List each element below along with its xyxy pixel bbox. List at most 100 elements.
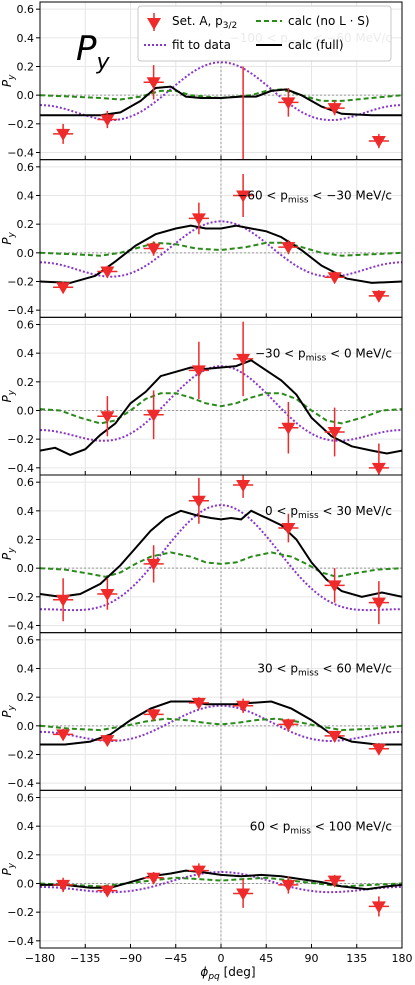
- y-tick-label: 0.0: [17, 247, 35, 260]
- y-axis-label-main: P: [0, 237, 14, 245]
- data-point-marker: [236, 190, 251, 203]
- data-point: [143, 390, 164, 440]
- data-point: [233, 174, 254, 217]
- fit-curve: [40, 870, 402, 894]
- panel-2: −0.4 −0.2 0.0 0.2 0.4 0.6 Py −60 < pmiss < −30 …: [0, 159, 403, 318]
- y-axis-label: Py: [0, 862, 17, 875]
- big-label-main: P: [76, 29, 97, 69]
- panel-range-label-sub: miss: [288, 196, 309, 206]
- y-axis-label: Py: [0, 389, 17, 402]
- legend-entry-fit: fit to data: [144, 38, 231, 52]
- data-point-marker: [281, 422, 296, 435]
- data-point: [233, 475, 254, 498]
- y-tick-label: 0.2: [17, 61, 35, 74]
- panel-plot-area: [40, 174, 402, 303]
- panel-plot-area: [40, 475, 402, 625]
- data-point-marker: [371, 136, 386, 149]
- fit-curve: [40, 220, 402, 278]
- data-point: [143, 241, 164, 256]
- panels-group: −0.4−0.20.00.20.40.6Py−100 < pmiss < −60…: [0, 1, 413, 965]
- data-point: [368, 743, 389, 756]
- big-py-label: Py: [76, 29, 111, 75]
- fit-curve: [40, 61, 402, 122]
- panel-range-label-start: −30 < p: [255, 346, 306, 360]
- data-point: [233, 698, 254, 713]
- data-point-marker: [327, 272, 342, 285]
- legend-full-label: calc (full): [288, 38, 344, 52]
- x-tick-label: 0: [218, 952, 225, 965]
- y-tick-label: 0.0: [17, 878, 35, 891]
- data-point-marker: [100, 411, 115, 424]
- data-point: [188, 341, 209, 400]
- data-point: [324, 874, 345, 888]
- y-axis-label-main: P: [0, 867, 14, 875]
- y-tick-label: −0.2: [7, 749, 34, 762]
- panel-range-label-end: < 0 MeV/c: [326, 346, 392, 360]
- y-tick-label: 0.4: [17, 32, 35, 45]
- data-point: [97, 110, 118, 129]
- data-point: [53, 728, 74, 742]
- data-point-marker: [191, 865, 206, 878]
- panel-3: −0.4 −0.2 0.0 0.2 0.4 0.6 Py −30 < pmiss < 0 Me…: [0, 316, 403, 509]
- data-point-marker: [327, 875, 342, 888]
- panel-range-label: 30 < pmiss < 60 MeV/c: [257, 662, 392, 679]
- panel-range-label: −60 < pmiss < −30 MeV/c: [237, 189, 392, 206]
- x-axis-title-unit: [deg]: [220, 965, 256, 979]
- calc-no-ls-curve: [40, 876, 402, 888]
- legend-entry-data: Set. A, p3/2: [147, 13, 237, 31]
- y-tick-label: −0.4: [7, 935, 34, 948]
- calc-no-ls-curve: [40, 392, 402, 425]
- panel-plot-area: [40, 61, 402, 160]
- y-tick-label: −0.2: [7, 118, 34, 131]
- data-point-marker: [281, 523, 296, 536]
- y-axis-label-sub: y: [7, 862, 17, 869]
- data-point-marker: [191, 213, 206, 226]
- data-point: [368, 290, 389, 303]
- data-point: [233, 321, 254, 397]
- data-point-marker: [236, 480, 251, 493]
- y-axis-label-sub: y: [7, 547, 17, 554]
- y-axis-label-sub: y: [7, 389, 17, 396]
- data-point: [188, 202, 209, 235]
- y-axis-label-sub: y: [7, 74, 17, 81]
- data-point: [324, 271, 345, 285]
- legend-data-marker: [147, 18, 161, 30]
- data-point: [278, 718, 299, 732]
- data-point: [233, 879, 254, 908]
- data-point-marker: [56, 128, 71, 141]
- y-tick-label: −0.4: [7, 777, 34, 790]
- y-tick-label: −0.4: [7, 462, 34, 475]
- data-point: [143, 708, 164, 722]
- data-point-marker: [146, 243, 161, 256]
- data-point-marker: [100, 735, 115, 748]
- y-tick-label: 0.4: [17, 190, 35, 203]
- data-point: [143, 545, 164, 583]
- panel-grid: [39, 159, 403, 318]
- panel-range-label-start: 60 < p: [250, 819, 291, 833]
- data-point-marker: [146, 709, 161, 722]
- y-axis-label: Py: [0, 232, 17, 245]
- panel-4: −0.4 −0.2 0.0 0.2 0.4 0.6 Py 0 < pmiss < 30 MeV…: [0, 474, 403, 634]
- calc-full-curve: [40, 224, 402, 284]
- data-point-marker: [327, 580, 342, 593]
- calc-no-ls-curve: [40, 241, 402, 257]
- data-point-marker: [281, 719, 296, 732]
- x-tick-label: 45: [259, 952, 273, 965]
- y-tick-label: −0.2: [7, 591, 34, 604]
- calc-no-ls-curve: [40, 88, 402, 102]
- data-point-marker: [100, 885, 115, 898]
- y-tick-label: 0.6: [17, 476, 35, 489]
- y-axis-label-main: P: [0, 79, 14, 87]
- legend-data-label-sub: 3/2: [223, 21, 237, 31]
- y-tick-label: 0.0: [17, 405, 35, 418]
- y-tick-label: 0.6: [17, 634, 35, 647]
- data-point-marker: [236, 158, 251, 160]
- data-point-marker: [56, 497, 70, 509]
- data-point-marker: [236, 700, 251, 713]
- y-tick-label: 0.2: [17, 849, 35, 862]
- panel-plot-area: [40, 863, 402, 917]
- data-point: [143, 872, 164, 885]
- y-tick-label: 0.6: [17, 161, 35, 174]
- data-point: [53, 123, 74, 144]
- y-tick-label: 0.4: [17, 347, 35, 360]
